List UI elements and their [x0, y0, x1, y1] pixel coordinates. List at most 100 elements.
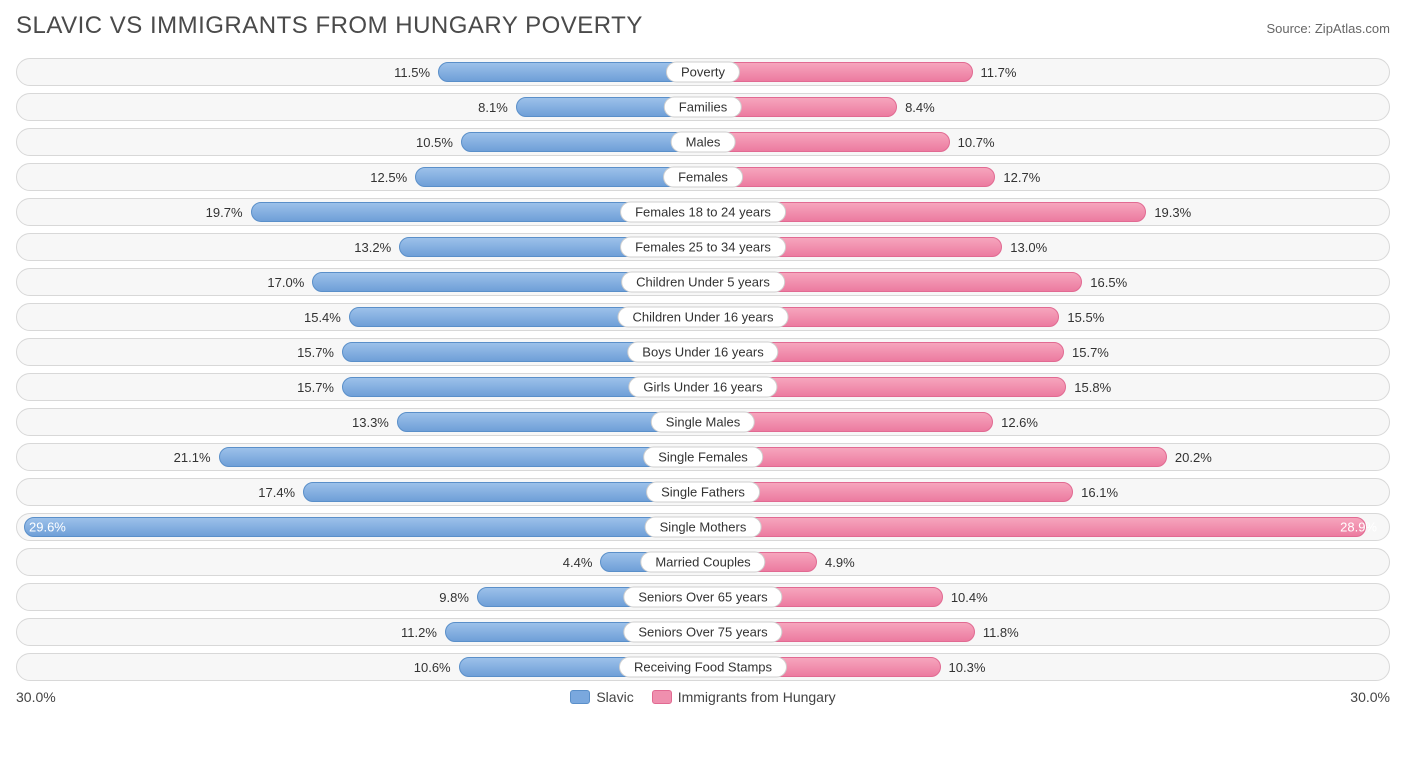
bar-half-left: 21.1% [17, 444, 703, 470]
bar-half-left: 17.4% [17, 479, 703, 505]
category-label: Married Couples [640, 552, 765, 573]
bar-value-right: 10.3% [943, 660, 992, 675]
category-label: Females 18 to 24 years [620, 202, 786, 223]
bar-value-left: 15.7% [291, 345, 340, 360]
legend: Slavic Immigrants from Hungary [570, 689, 835, 705]
bar-half-left: 13.3% [17, 409, 703, 435]
diverging-bar-chart: 11.5% 11.7% Poverty 8.1% 8.4% Families 10.5%10… [16, 58, 1390, 681]
bar-half-left: 11.5% [17, 59, 703, 85]
bar-half-left: 4.4% [17, 549, 703, 575]
category-label: Single Fathers [646, 482, 760, 503]
chart-title: SLAVIC VS IMMIGRANTS FROM HUNGARY POVERT… [16, 12, 643, 40]
bar-value-right: 4.9% [819, 555, 861, 570]
bar-value-left: 17.0% [261, 275, 310, 290]
bar-value-right: 15.8% [1068, 380, 1117, 395]
chart-row: 4.4% 4.9% Married Couples [16, 548, 1390, 576]
bar-half-left: 13.2% [17, 234, 703, 260]
bar-left [415, 167, 701, 187]
bar-value-left: 10.6% [408, 660, 457, 675]
bar-left [438, 62, 701, 82]
bar-value-right: 12.7% [997, 170, 1046, 185]
bar-half-left: 15.7% [17, 374, 703, 400]
category-label: Poverty [666, 62, 740, 83]
axis-max-right: 30.0% [1350, 689, 1390, 705]
bar-value-left: 4.4% [557, 555, 599, 570]
bar-half-right: 10.4% [703, 584, 1389, 610]
bar-left [303, 482, 701, 502]
chart-row: 15.7%15.7%Boys Under 16 years [16, 338, 1390, 366]
category-label: Children Under 16 years [618, 307, 789, 328]
bar-half-right: 15.8% [703, 374, 1389, 400]
chart-header: SLAVIC VS IMMIGRANTS FROM HUNGARY POVERT… [16, 12, 1390, 40]
bar-half-left: 9.8% [17, 584, 703, 610]
category-label: Single Mothers [645, 517, 762, 538]
bar-value-right: 12.6% [995, 415, 1044, 430]
bar-right [705, 62, 973, 82]
bar-half-right: 13.0% [703, 234, 1389, 260]
bar-half-right: 12.7% [703, 164, 1389, 190]
bar-half-right: 10.7% [703, 129, 1389, 155]
category-label: Receiving Food Stamps [619, 657, 787, 678]
source-name: ZipAtlas.com [1315, 21, 1390, 36]
bar-half-right: 19.3% [703, 199, 1389, 225]
bar-value-right: 8.4% [899, 100, 941, 115]
bar-value-right: 13.0% [1004, 240, 1053, 255]
bar-right [705, 132, 950, 152]
bar-half-left: 17.0% [17, 269, 703, 295]
category-label: Seniors Over 65 years [623, 587, 782, 608]
category-label: Seniors Over 75 years [623, 622, 782, 643]
category-label: Females 25 to 34 years [620, 237, 786, 258]
chart-row: 29.6% 28.9% Single Mothers [16, 513, 1390, 541]
bar-value-right: 10.4% [945, 590, 994, 605]
chart-row: 21.1% 20.2%Single Females [16, 443, 1390, 471]
chart-row: 19.7% 19.3% Females 18 to 24 years [16, 198, 1390, 226]
bar-half-right: 11.8% [703, 619, 1389, 645]
bar-half-left: 19.7% [17, 199, 703, 225]
bar-left [219, 447, 701, 467]
chart-row: 13.2% 13.0% Females 25 to 34 years [16, 233, 1390, 261]
bar-value-left: 15.4% [298, 310, 347, 325]
chart-row: 10.5%10.7%Males [16, 128, 1390, 156]
chart-row: 13.3% 12.6% Single Males [16, 408, 1390, 436]
bar-half-right: 16.1% [703, 479, 1389, 505]
category-label: Single Males [651, 412, 755, 433]
bar-half-left: 29.6% [17, 514, 703, 540]
bar-value-left: 15.7% [291, 380, 340, 395]
chart-row: 15.4% 15.5% Children Under 16 years [16, 303, 1390, 331]
category-label: Families [664, 97, 742, 118]
category-label: Boys Under 16 years [627, 342, 778, 363]
chart-row: 11.2% 11.8%Seniors Over 75 years [16, 618, 1390, 646]
bar-half-left: 11.2% [17, 619, 703, 645]
category-label: Single Females [643, 447, 763, 468]
bar-value-left: 9.8% [433, 590, 475, 605]
chart-row: 8.1% 8.4% Families [16, 93, 1390, 121]
bar-half-right: 20.2% [703, 444, 1389, 470]
swatch-icon [652, 690, 672, 704]
bar-half-right: 8.4% [703, 94, 1389, 120]
bar-value-left: 17.4% [252, 485, 301, 500]
legend-item-hungary: Immigrants from Hungary [652, 689, 836, 705]
bar-value-left: 13.3% [346, 415, 395, 430]
bar-value-left: 11.2% [395, 625, 443, 640]
bar-right [705, 167, 995, 187]
source-prefix: Source: [1266, 21, 1314, 36]
bar-value-right: 19.3% [1148, 205, 1197, 220]
bar-half-right: 15.5% [703, 304, 1389, 330]
bar-value-left: 19.7% [200, 205, 249, 220]
bar-half-right: 16.5% [703, 269, 1389, 295]
bar-half-right: 10.3% [703, 654, 1389, 680]
bar-half-left: 8.1% [17, 94, 703, 120]
bar-half-left: 10.6% [17, 654, 703, 680]
bar-right [705, 482, 1073, 502]
bar-value-right: 10.7% [952, 135, 1001, 150]
bar-value-right: 15.5% [1061, 310, 1110, 325]
bar-right [705, 447, 1167, 467]
bar-value-left: 21.1% [168, 450, 217, 465]
bar-half-right: 28.9% [703, 514, 1389, 540]
bar-value-right: 28.9% [1334, 520, 1383, 535]
bar-half-right: 15.7% [703, 339, 1389, 365]
legend-item-slavic: Slavic [570, 689, 633, 705]
swatch-icon [570, 690, 590, 704]
category-label: Children Under 5 years [621, 272, 785, 293]
bar-value-right: 11.7% [975, 65, 1023, 80]
